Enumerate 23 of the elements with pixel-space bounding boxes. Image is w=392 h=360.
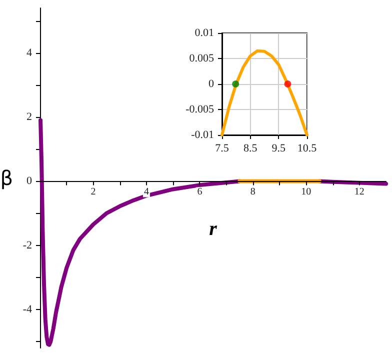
x-tick-label: 10.5: [297, 142, 318, 154]
x-tick-label: 2: [90, 186, 96, 198]
y-tick-label: -0.005: [186, 104, 214, 116]
line-series: [38, 118, 242, 347]
y-tick-label: 0: [208, 78, 214, 90]
y-tick-label: 4: [26, 46, 32, 59]
y-tick-label: -4: [22, 304, 32, 316]
y-tick-label: -0.01: [191, 129, 214, 141]
x-tick-label: 6: [197, 186, 202, 198]
x-tick-label: 8.5: [243, 142, 258, 154]
x-tick-label: 10: [301, 186, 312, 198]
y-tick-label: 0: [26, 175, 32, 188]
y-tick-label: 2: [26, 111, 32, 124]
x-tick-label: 12: [354, 186, 364, 198]
y-axis-title: β: [0, 166, 13, 190]
y-tick-label: -2: [22, 239, 32, 252]
x-tick-label: 7.5: [215, 142, 230, 154]
y-tick-label: 0.005: [189, 52, 214, 64]
x-axis-title: r: [209, 218, 218, 240]
y-tick-label: 0.01: [194, 27, 214, 39]
x-tick-label: 9.5: [272, 142, 286, 154]
x-tick-label: 4: [144, 186, 149, 198]
x-tick-label: 8: [250, 186, 256, 198]
